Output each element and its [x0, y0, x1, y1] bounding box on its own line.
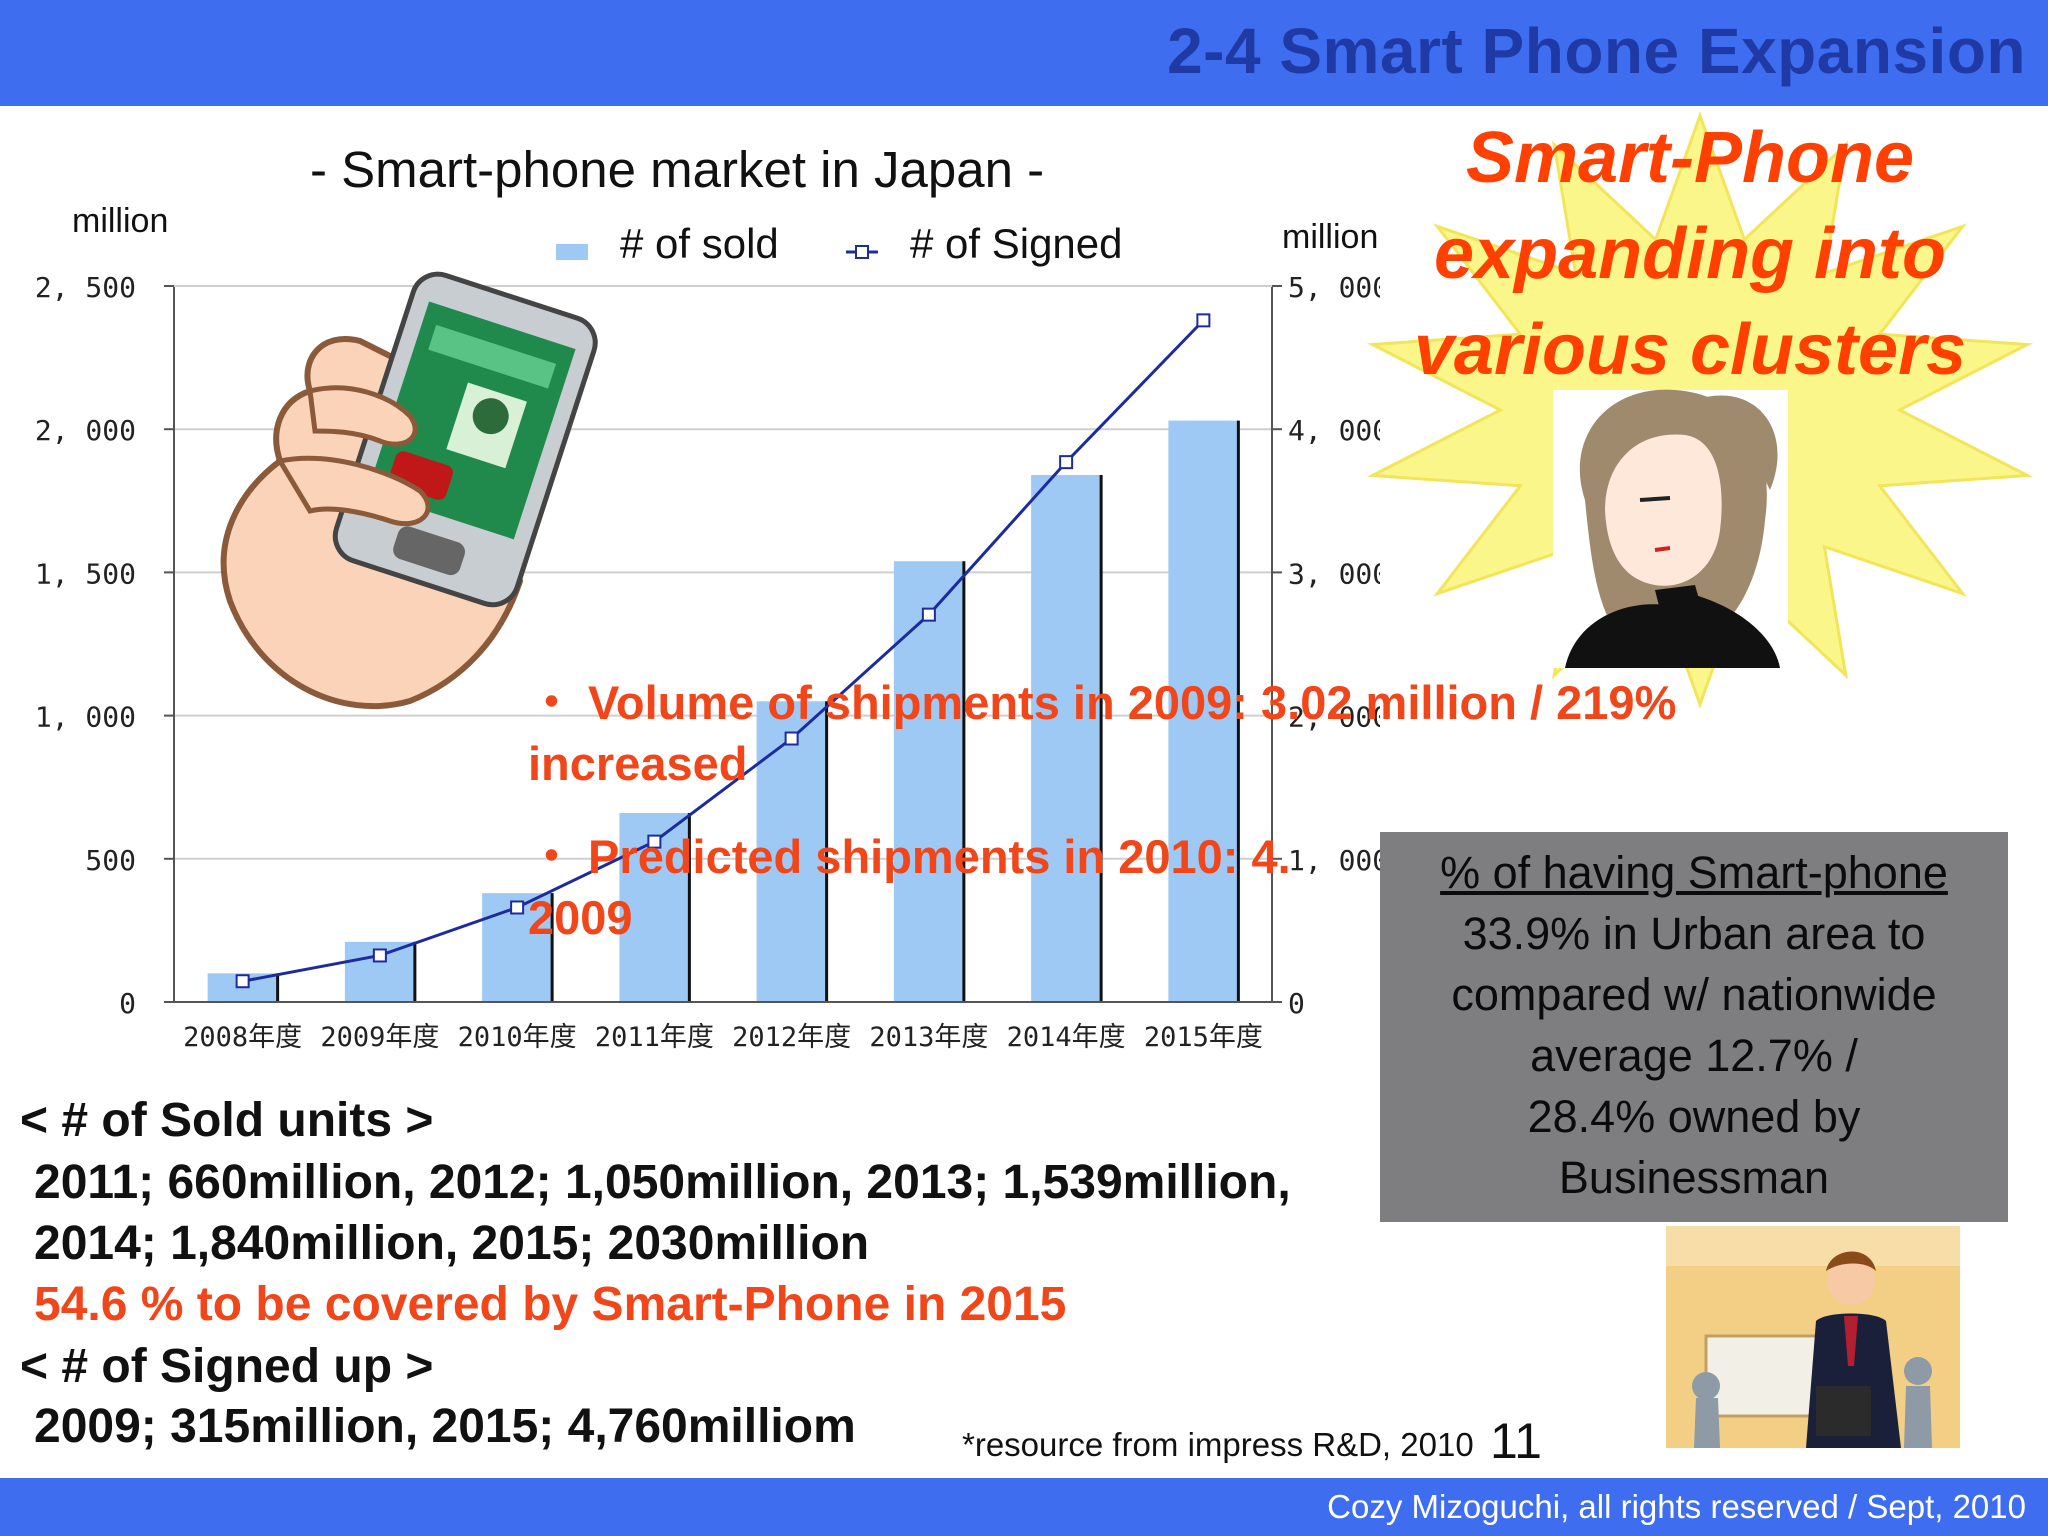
- right-tick-label: 2, 000: [1288, 701, 1380, 734]
- left-tick-label: 1, 500: [35, 557, 136, 590]
- callout-line-1: Smart-Phone: [1465, 118, 1915, 198]
- left-tick-label: 2, 500: [35, 271, 136, 304]
- legend-swatch-sold: [556, 244, 588, 260]
- chart-title: - Smart-phone market in Japan -: [310, 141, 1045, 198]
- starburst-decoration: [1366, 111, 2034, 709]
- source-note: *resource from impress R&D, 2010: [962, 1426, 1474, 1463]
- right-tick-label: 3, 000: [1288, 557, 1380, 590]
- right-tick-label: 0: [1288, 987, 1305, 1020]
- right-tick-label: 1, 000: [1288, 844, 1380, 877]
- stats-box-line: compared w/ nationwide: [1451, 969, 1937, 1020]
- chart-bars: [207, 420, 1240, 1002]
- x-tick-label: 2008年度: [183, 1022, 302, 1053]
- stats-box: % of having Smart-phone 33.9% in Urban a…: [1380, 832, 2008, 1222]
- left-tick-label: 1, 000: [35, 701, 136, 734]
- right-axis-unit-label: million: [1282, 218, 1379, 256]
- left-axis-unit-label: million: [72, 202, 169, 240]
- signed-up-line: 2009; 315million, 2015; 4,760milliom: [34, 1400, 856, 1453]
- x-tick-label: 2010年度: [458, 1022, 577, 1053]
- hand-holding-smartphone-icon: [220, 271, 598, 710]
- legend-marker-signed: [855, 245, 869, 259]
- sold-units-line-2: 2014; 1,840million, 2015; 2030million: [34, 1217, 870, 1270]
- x-tick-label: 2015年度: [1144, 1022, 1263, 1053]
- page-number: 11: [1490, 1413, 1542, 1469]
- chart-axes: [164, 285, 1282, 1003]
- sold-units-heading: < # of Sold units >: [20, 1094, 434, 1147]
- coverage-statement: 54.6 % to be covered by Smart-Phone in 2…: [34, 1278, 1067, 1331]
- header-bar: [0, 0, 2048, 106]
- stats-box-line: average 12.7% /: [1530, 1030, 1858, 1081]
- line-signed: [242, 319, 1205, 983]
- stats-box-line: 33.9% in Urban area to: [1462, 908, 1926, 959]
- callout-line-2: expanding into: [1434, 214, 1946, 294]
- point-signed: [1196, 313, 1211, 328]
- businessman-icon: [1666, 1226, 1960, 1448]
- left-tick-label: 0: [119, 987, 136, 1020]
- footer-bar: [0, 1478, 2048, 1536]
- callout-line-3: various clusters: [1413, 310, 1967, 390]
- right-tick-label: 5, 000: [1288, 271, 1380, 304]
- slide-title: 2-4 Smart Phone Expansion: [1167, 15, 2026, 87]
- point-signed: [510, 900, 525, 915]
- point-signed: [647, 834, 662, 849]
- point-signed: [921, 607, 936, 622]
- stats-box-heading: % of having Smart-phone: [1440, 847, 1948, 898]
- footer-copyright: Cozy Mizoguchi, all rights reserved / Se…: [1327, 1488, 2026, 1525]
- point-signed: [784, 731, 799, 746]
- signed-up-heading: < # of Signed up >: [20, 1340, 434, 1393]
- legend-label-signed: # of Signed: [910, 220, 1123, 267]
- stats-box-line: 28.4% owned by: [1527, 1091, 1861, 1142]
- x-tick-label: 2012年度: [732, 1022, 851, 1053]
- point-signed: [1059, 455, 1074, 470]
- bullet-shipments-2009: ・ Volume of shipments in 2009: 3.02 mill…: [528, 676, 1677, 790]
- sold-units-line-1: 2011; 660million, 2012; 1,050million, 20…: [34, 1156, 1291, 1209]
- chart: 0 500 1, 000 1, 500 2, 000 2, 500 0 1, 000 2, 00…: [35, 244, 1380, 1053]
- bar-sold: [1168, 420, 1239, 1002]
- x-tick-label: 2013年度: [869, 1022, 988, 1053]
- bar-sold: [1031, 475, 1102, 1002]
- x-tick-label: 2009年度: [320, 1022, 439, 1053]
- callout-text: Smart-Phone expanding into various clust…: [1370, 110, 2010, 398]
- point-signed: [235, 974, 250, 989]
- left-tick-label: 2, 000: [35, 414, 136, 447]
- chart-legend: [556, 244, 878, 260]
- stats-box-line: Businessman: [1558, 1152, 1830, 1203]
- right-tick-label: 4, 000: [1288, 414, 1380, 447]
- x-tick-label: 2011年度: [595, 1022, 714, 1053]
- left-tick-label: 500: [85, 844, 136, 877]
- legend-label-sold: # of sold: [620, 220, 779, 267]
- x-tick-label: 2014年度: [1007, 1022, 1126, 1053]
- woman-on-phone-icon: [1553, 389, 1788, 668]
- chart-line-series: [235, 313, 1211, 989]
- chart-tick-labels: 0 500 1, 000 1, 500 2, 000 2, 500 0 1, 000 2, 00…: [35, 271, 1380, 1053]
- bar-sold: [756, 701, 827, 1002]
- bullet-predicted-2010: ・ Predicted shipments in 2010: 4. 2009: [528, 830, 1291, 944]
- point-signed: [372, 948, 387, 963]
